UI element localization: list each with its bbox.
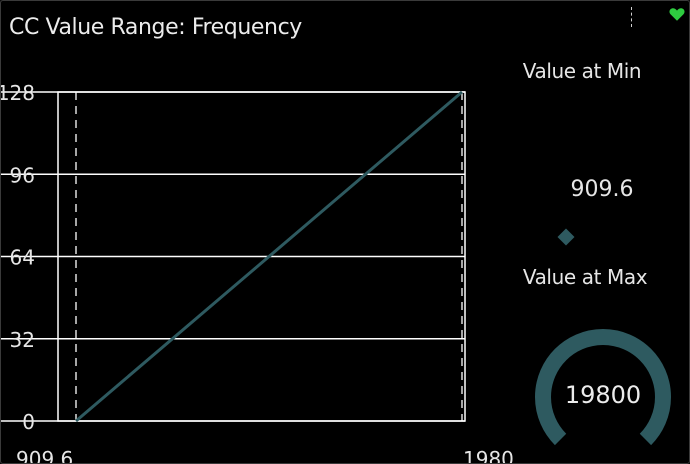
value-at-max-value[interactable]: 19800 [564, 381, 642, 409]
value-at-max-label: Value at Max [522, 265, 648, 289]
y-tick-label: 96 [10, 163, 35, 187]
corner-divider [631, 7, 632, 27]
value-at-min-label: Value at Min [522, 59, 642, 83]
heart-icon [669, 8, 685, 21]
x-tick-label: 1980 [463, 447, 514, 464]
chart-series [75, 90, 463, 423]
y-tick-labels: 0 32 64 96 128 [1, 81, 35, 434]
series-line-0 [75, 90, 463, 423]
value-at-min-value[interactable]: 909.6 [570, 177, 634, 202]
max-value-knob[interactable] [533, 327, 673, 464]
y-tick-label: 128 [1, 81, 35, 105]
min-handle[interactable] [557, 228, 575, 246]
chart-grid [1, 91, 466, 422]
x-tick-labels: 909.6 1980 [16, 447, 514, 464]
page-title: CC Value Range: Frequency [9, 15, 302, 40]
y-tick-label: 0 [22, 410, 35, 434]
y-tick-label: 32 [10, 328, 35, 352]
x-tick-label: 909.6 [16, 447, 73, 464]
y-tick-label: 64 [10, 246, 35, 270]
frequency-chart[interactable]: 0 32 64 96 128 909.6 1980 [1, 1, 531, 464]
